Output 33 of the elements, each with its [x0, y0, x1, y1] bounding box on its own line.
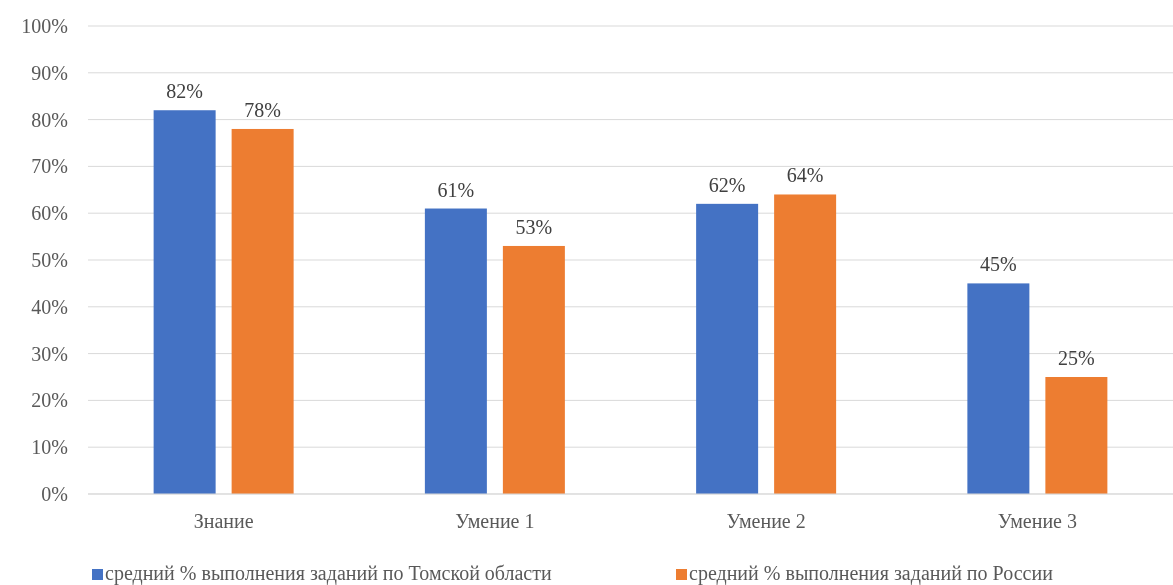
bar — [502, 245, 565, 494]
y-tick-label: 70% — [31, 155, 68, 178]
data-label: 78% — [244, 98, 281, 121]
y-tick-label: 50% — [31, 249, 68, 271]
y-tick-label: 30% — [31, 342, 68, 365]
x-tick-label: Умение 3 — [997, 510, 1077, 532]
bar — [1045, 377, 1108, 494]
data-label: 82% — [166, 80, 203, 103]
y-tick-label: 20% — [31, 389, 68, 412]
x-tick-label: Умение 1 — [455, 510, 535, 532]
y-tick-label: 90% — [31, 61, 68, 84]
data-label: 45% — [980, 253, 1017, 276]
bar — [424, 208, 487, 494]
data-label: 53% — [515, 215, 553, 238]
x-tick-label: Знание — [193, 510, 254, 532]
y-tick-label: 0% — [41, 483, 68, 505]
bar — [231, 128, 294, 494]
x-tick-label: Умение 2 — [726, 510, 806, 532]
bar — [696, 203, 759, 494]
y-tick-label: 40% — [31, 295, 68, 318]
legend-label: средний % выполнения заданий по Томской области — [105, 562, 552, 585]
data-label: 61% — [437, 178, 475, 201]
y-tick-label: 60% — [31, 202, 68, 225]
bar — [967, 283, 1030, 494]
data-label: 64% — [786, 164, 824, 187]
y-tick-label: 100% — [21, 15, 68, 37]
data-label: 25% — [1058, 347, 1095, 369]
y-tick-label: 10% — [31, 436, 68, 459]
bar — [774, 194, 837, 494]
legend-label: средний % выполнения заданий по России — [689, 562, 1054, 585]
y-tick-label: 80% — [31, 108, 68, 131]
bar — [153, 110, 216, 494]
data-label: 62% — [708, 173, 746, 196]
